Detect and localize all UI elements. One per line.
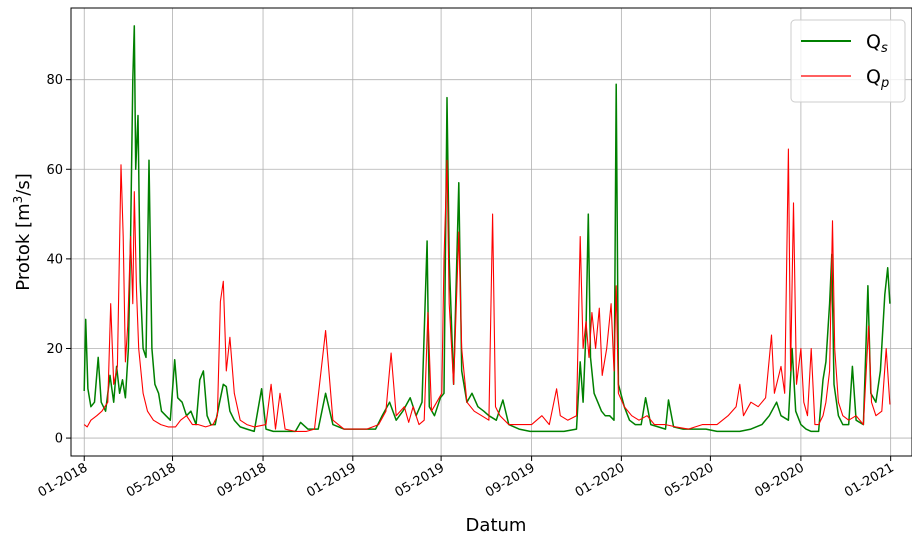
- grid: [71, 8, 912, 456]
- legend: Qs Qp: [790, 19, 906, 103]
- x-tick-label: 05-2018: [124, 460, 179, 500]
- y-tick-label: 60: [46, 163, 63, 178]
- y-tick-label: 20: [46, 342, 63, 357]
- x-tick-label: 05-2019: [393, 460, 448, 500]
- y-tick-label: 80: [46, 73, 63, 88]
- x-axis: 01-2018 05-2018 09-2018 01-2019 05-2019 09-20…: [36, 456, 897, 501]
- series-line-qs: [83, 25, 891, 433]
- plot-frame: [70, 7, 912, 457]
- x-tick-label: 01-2019: [304, 460, 359, 500]
- series-line-qp: [83, 148, 891, 432]
- legend-label-qs: Qs: [866, 31, 888, 56]
- x-tick-label: 01-2020: [573, 460, 628, 500]
- x-axis-label: Datum: [466, 515, 527, 536]
- legend-label-qp: Qp: [866, 66, 889, 91]
- y-axis: 0 20 40 60 80: [46, 73, 71, 447]
- x-tick-label: 09-2019: [483, 460, 538, 500]
- y-axis-label: Protok [m3/s]: [11, 173, 34, 290]
- x-tick-label: 01-2021: [842, 460, 897, 500]
- y-tick-label: 0: [55, 432, 63, 447]
- x-tick-label: 09-2020: [752, 460, 807, 500]
- x-tick-label: 09-2018: [214, 460, 269, 500]
- y-tick-label: 40: [46, 252, 63, 267]
- x-tick-label: 01-2018: [36, 460, 91, 500]
- x-tick-label: 05-2020: [662, 460, 717, 500]
- plot-area: [83, 25, 891, 433]
